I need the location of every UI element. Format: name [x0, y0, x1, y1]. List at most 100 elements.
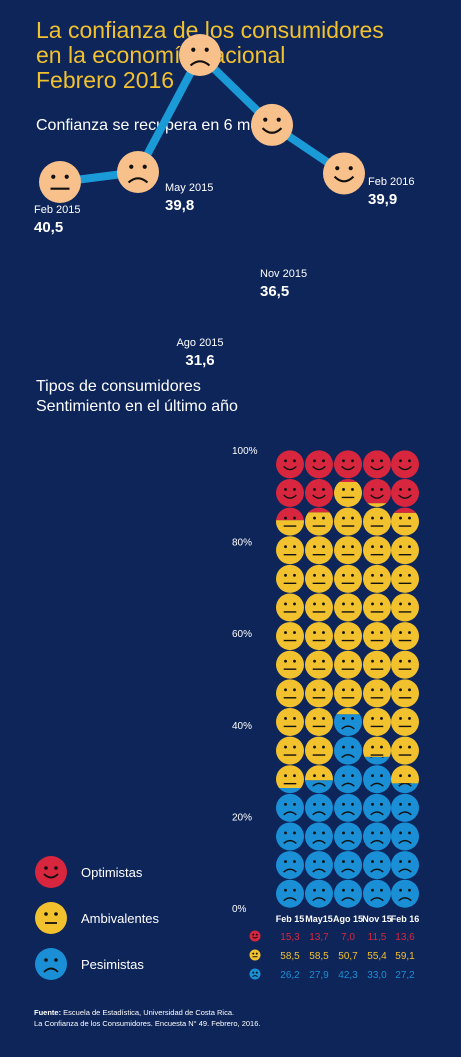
line-x-label-4: Nov 2015: [260, 268, 307, 280]
column-2: [305, 450, 333, 908]
segment-ambivalentes-5: [391, 512, 419, 784]
line-x-label-1: Feb 2015: [34, 204, 80, 216]
face-marker: [391, 564, 419, 593]
face-marker: [305, 564, 333, 593]
face-marker: [363, 679, 391, 708]
face-marker: [339, 478, 357, 483]
stacked-chart-title: Tipos de consumidores Sentimiento en el …: [36, 377, 238, 417]
face-marker: [363, 793, 391, 822]
face-marker: [334, 851, 362, 880]
face-marker: [363, 822, 391, 851]
y-tick-20: 20%: [232, 812, 252, 823]
face-marker: [391, 478, 419, 507]
face-marker: [276, 478, 304, 507]
category-label-5: Feb 16: [391, 914, 420, 924]
face-marker: [334, 822, 362, 851]
source-line-2: La Confianza de los Consumidores. Encues…: [34, 1019, 261, 1028]
column-4: [363, 450, 391, 908]
segment-optimistas-2: [305, 450, 333, 513]
source-note: Fuente: Escuela de Estadística, Universi…: [34, 1007, 260, 1029]
y-tick-60: 60%: [232, 629, 252, 640]
value-label-pesimistas-2: 27,9: [309, 970, 329, 981]
face-marker: [276, 822, 304, 851]
face-marker: [391, 450, 419, 479]
face-marker: [391, 879, 419, 908]
column-3: [334, 450, 362, 908]
face-marker: [334, 736, 362, 765]
face-marker: [276, 593, 304, 622]
value-label-optimistas-1: 15,3: [280, 932, 300, 943]
face-marker: [276, 679, 304, 708]
face-marker: [276, 851, 304, 880]
face-marker: [334, 714, 362, 736]
title-line-3: Febrero 2016: [36, 67, 175, 93]
face-marker: [276, 765, 304, 789]
confidence-line-chart: Feb 2015 40,5 May 2015 39,8 Ago 2015 31,6 Nov …: [34, 34, 414, 369]
face-marker: [305, 450, 333, 479]
face-marker: [308, 507, 330, 513]
face-marker: [363, 851, 391, 880]
face-marker: [305, 851, 333, 880]
source-line-1: Fuente: Escuela de Estadística, Universi…: [34, 1007, 260, 1018]
value-label-ambivalentes-3: 50,7: [338, 951, 358, 962]
legend-item-pesimistas: Pesimistas: [35, 941, 159, 987]
line-point-2: [117, 151, 159, 194]
face-marker: [305, 822, 333, 851]
face-marker: [334, 793, 362, 822]
face-marker: [276, 622, 304, 651]
face-marker: [336, 707, 360, 715]
face-marker: [334, 879, 362, 908]
face-marker: [391, 765, 419, 784]
value-label-ambivalentes-2: 58,5: [309, 951, 329, 962]
row-icon-pesimistas: [249, 968, 261, 980]
segment-optimistas-4: [363, 450, 391, 504]
row-icon-optimistas: [249, 930, 261, 942]
neutral-face-icon: [35, 902, 67, 934]
source-label: Fuente:: [34, 1008, 62, 1017]
segment-pesimistas-1: [276, 788, 304, 908]
title-line-2: en la economía nacional: [36, 42, 286, 68]
value-label-optimistas-3: 7,0: [341, 932, 355, 943]
segment-optimistas-3: [334, 450, 362, 483]
segment-ambivalentes-1: [276, 520, 304, 789]
legend-item-optimistas: Optimistas: [35, 849, 159, 895]
face-marker: [334, 679, 362, 708]
face-marker: [391, 650, 419, 679]
face-marker: [364, 756, 390, 765]
row-icon-ambivalentes: [249, 949, 261, 961]
value-label-ambivalentes-1: 58,5: [280, 951, 300, 962]
value-label-optimistas-4: 11,5: [368, 932, 387, 943]
face-marker: [363, 536, 391, 565]
column-5: [391, 450, 419, 908]
face-marker: [334, 450, 362, 479]
face-marker: [334, 482, 362, 507]
face-marker: [391, 736, 419, 765]
face-marker: [391, 822, 419, 851]
value-label-optimistas-5: 13,6: [395, 932, 415, 943]
face-marker: [367, 503, 387, 507]
face-marker: [305, 622, 333, 651]
face-marker: [305, 879, 333, 908]
value-label-pesimistas-5: 27,2: [395, 970, 415, 981]
face-marker: [391, 512, 419, 536]
legend-item-ambivalentes: Ambivalentes: [35, 895, 159, 941]
face-marker: [305, 593, 333, 622]
value-label-ambivalentes-5: 59,1: [395, 951, 415, 962]
face-marker: [305, 512, 333, 536]
face-marker: [276, 564, 304, 593]
line-value-label-3: 31,6: [185, 352, 214, 369]
face-marker: [276, 650, 304, 679]
face-marker: [305, 780, 333, 794]
y-tick-80: 80%: [232, 538, 252, 549]
value-label-ambivalentes-4: 55,4: [367, 951, 387, 962]
happy-face-icon: [35, 856, 67, 888]
category-label-4: Nov 15: [362, 914, 392, 924]
face-marker: [276, 450, 304, 479]
legend-label-optimistas: Optimistas: [81, 864, 143, 880]
sad-face-icon: [35, 948, 67, 980]
face-marker: [276, 793, 304, 822]
line-point-3: [179, 34, 221, 76]
face-marker: [363, 507, 391, 536]
face-marker: [334, 765, 362, 794]
segment-pesimistas-4: [363, 756, 391, 908]
